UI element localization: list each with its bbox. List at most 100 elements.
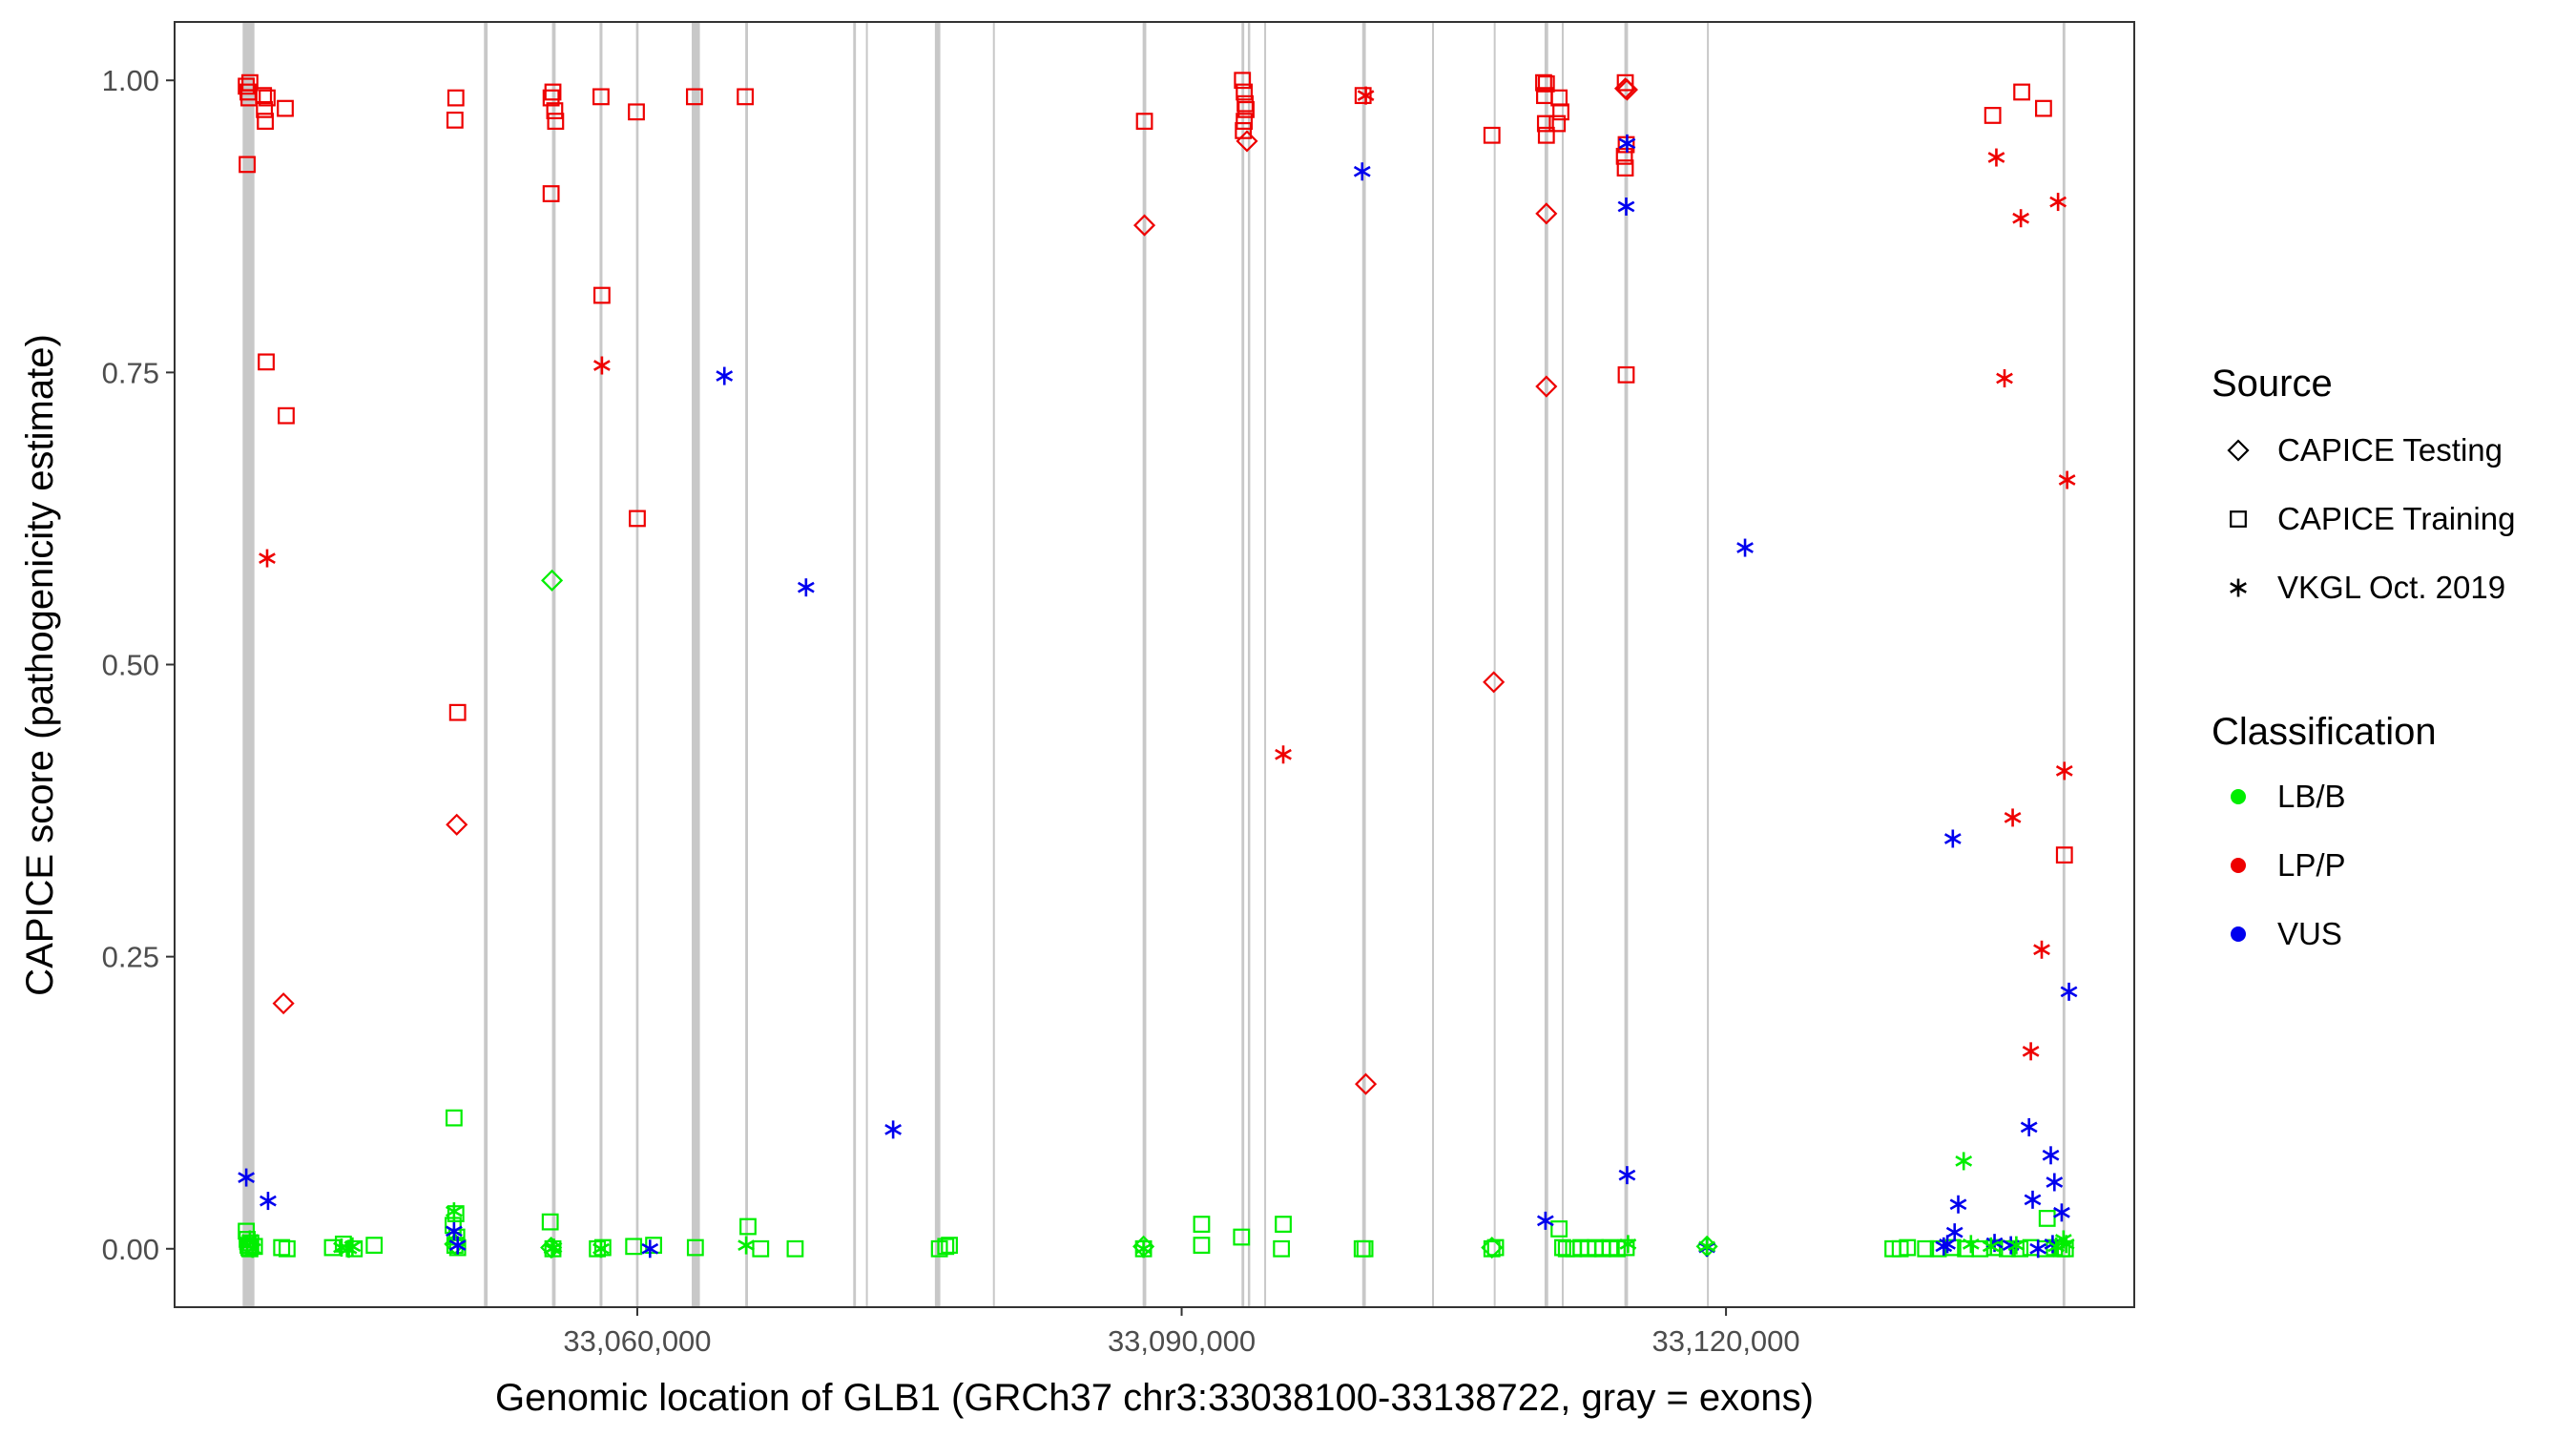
asterisk-marker (2033, 940, 2050, 959)
y-tick-label: 0.00 (102, 1233, 159, 1266)
legend-color-dot (2231, 926, 2246, 942)
asterisk-marker (2042, 1146, 2060, 1165)
data-point (2022, 1042, 2040, 1061)
legend-source-item: VKGL Oct. 2019 (2230, 570, 2505, 605)
square-marker (273, 1238, 291, 1257)
legend-label: VKGL Oct. 2019 (2277, 570, 2505, 605)
data-point (1236, 83, 1254, 101)
data-point (592, 1239, 610, 1259)
asterisk-marker (1943, 829, 1962, 848)
square-marker (1235, 121, 1253, 139)
data-point (447, 89, 465, 107)
asterisk-marker (1698, 1237, 1715, 1256)
exon-band (934, 22, 941, 1307)
square-marker (593, 1238, 612, 1257)
square-marker (930, 1239, 948, 1258)
data-point (625, 1238, 643, 1256)
asterisk-stroke (593, 360, 611, 371)
exon-band (1142, 22, 1147, 1307)
asterisk-stroke (2060, 986, 2078, 998)
data-point (2029, 1239, 2047, 1259)
square-marker (445, 1109, 463, 1127)
asterisk-marker (446, 1202, 463, 1221)
data-point (1949, 1195, 1967, 1214)
exon-band (635, 22, 639, 1307)
exon-band (992, 22, 995, 1307)
data-point (1617, 365, 1635, 384)
data-point (1548, 114, 1567, 133)
data-point (1618, 1166, 1636, 1185)
asterisk-marker (2055, 761, 2073, 780)
data-point (2020, 1117, 2038, 1136)
data-point (1619, 1235, 1637, 1254)
exon-band (745, 22, 748, 1307)
data-point (1917, 1239, 1935, 1258)
data-point (1237, 100, 1255, 118)
exon-band (599, 22, 603, 1307)
data-point (238, 1168, 256, 1187)
square-marker (239, 156, 256, 174)
asterisk-stroke (2004, 812, 2022, 823)
legend-color-dot (2231, 789, 2246, 804)
data-point (1554, 1238, 1571, 1257)
data-point (1234, 72, 1252, 90)
data-point (259, 89, 276, 107)
asterisk-marker (1357, 86, 1375, 105)
data-point (592, 88, 610, 106)
square-marker (1537, 75, 1555, 93)
asterisk-stroke (260, 1195, 277, 1207)
asterisk-marker (446, 1221, 463, 1240)
asterisk-marker (737, 1236, 755, 1255)
square-marker (1537, 126, 1555, 144)
square-marker (1550, 89, 1568, 107)
square-marker (737, 88, 755, 106)
square-marker (365, 1237, 384, 1254)
legend-classification-item: LB/B (2231, 779, 2346, 814)
legend-color-dot (2231, 858, 2246, 873)
data-point (2013, 83, 2030, 101)
data-point (238, 77, 256, 95)
data-point (1486, 1238, 1505, 1257)
data-point (2049, 193, 2067, 212)
asterisk-marker (1962, 1235, 1980, 1254)
square-marker (1354, 87, 1372, 105)
data-point (278, 406, 295, 425)
data-point (716, 366, 734, 385)
data-point (797, 578, 815, 597)
asterisk-stroke (446, 1205, 463, 1217)
asterisk-marker (2024, 1190, 2042, 1209)
asterisk-stroke (1619, 1238, 1637, 1250)
asterisk-marker (1996, 368, 2013, 387)
exon-band (551, 22, 556, 1307)
data-point (257, 113, 274, 130)
asterisk-marker (716, 366, 734, 385)
diamond-marker (446, 813, 468, 836)
data-point (2038, 1210, 2056, 1227)
asterisk-stroke (884, 1123, 903, 1135)
legend-source-item: CAPICE Testing (2227, 432, 2503, 468)
y-axis-title: CAPICE score (pathogenicity estimate) (19, 334, 61, 996)
square-marker (1535, 73, 1552, 92)
diamond-marker (1355, 1072, 1378, 1095)
asterisk-stroke (2046, 1176, 2064, 1188)
asterisk-stroke (2058, 474, 2076, 486)
square-marker (279, 1239, 296, 1258)
data-point (1552, 103, 1569, 121)
square-marker (258, 353, 275, 371)
square-marker (1234, 72, 1252, 90)
data-point (593, 356, 611, 375)
asterisk-stroke (446, 1225, 463, 1238)
data-point (930, 1239, 948, 1258)
square-marker (1536, 114, 1554, 133)
square-marker (2013, 83, 2030, 101)
legend-label: CAPICE Training (2277, 501, 2515, 536)
square-marker (259, 89, 276, 107)
asterisk-marker (1134, 1239, 1153, 1259)
square-marker (1617, 365, 1635, 384)
diamond-marker (1535, 202, 1558, 225)
data-point (1899, 1238, 1917, 1257)
data-point (1235, 121, 1253, 139)
data-point (1615, 147, 1633, 165)
data-point (685, 88, 703, 106)
